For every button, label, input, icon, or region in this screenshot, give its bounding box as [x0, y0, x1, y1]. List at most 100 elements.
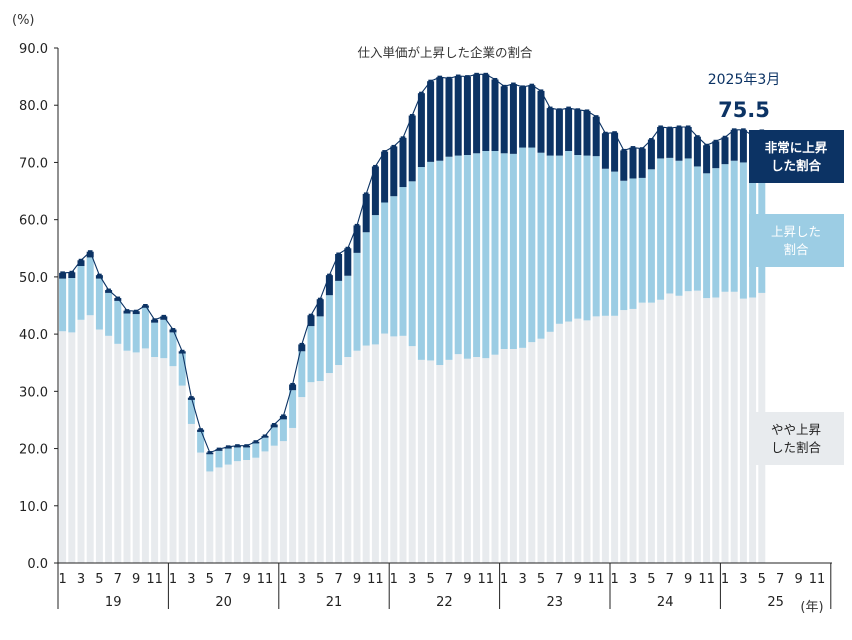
- bar-segment-mid: [95, 278, 103, 330]
- bar-segment-low: [132, 352, 140, 563]
- total-marker: [290, 382, 295, 386]
- bar-segment-mid: [528, 147, 536, 343]
- bar-segment-mid: [509, 153, 517, 349]
- bar-segment-low: [500, 348, 508, 563]
- bar-segment-high: [638, 148, 646, 178]
- bar-segment-low: [703, 298, 711, 563]
- bar-segment-mid: [307, 326, 315, 383]
- total-marker: [253, 440, 259, 444]
- x-tick-label: 7: [776, 572, 784, 587]
- bar-segment-low: [261, 451, 269, 563]
- bar-segment-mid: [473, 153, 481, 357]
- x-tick-label: 11: [588, 572, 605, 587]
- total-marker: [400, 136, 406, 140]
- bar-segment-high: [371, 166, 379, 216]
- bar-segment-mid: [316, 316, 324, 382]
- bar-segment-mid: [436, 160, 444, 366]
- bar-segment-high: [500, 86, 508, 154]
- bar-segment-low: [721, 291, 729, 563]
- total-marker: [446, 76, 452, 80]
- bar-segment-low: [298, 397, 306, 563]
- y-tick-label: 50.0: [19, 271, 48, 286]
- total-marker: [547, 106, 553, 110]
- bar-segment-mid: [390, 196, 398, 337]
- highlight-date: 2025年3月: [708, 72, 781, 88]
- bar-segment-high: [289, 384, 297, 391]
- bar-segment-low: [279, 441, 287, 563]
- bar-segment-high: [325, 275, 333, 296]
- total-marker: [685, 125, 691, 129]
- bar-segment-low: [335, 365, 343, 563]
- bar-segment-high: [675, 126, 683, 161]
- bar-segment-low: [77, 319, 85, 563]
- bar-segment-high: [739, 129, 747, 163]
- bar-segment-mid: [261, 437, 269, 452]
- total-marker: [501, 84, 507, 88]
- bar-segment-high: [546, 108, 554, 156]
- legend-label-mid: 上昇した割合: [771, 224, 821, 257]
- x-tick-label: 9: [242, 572, 250, 587]
- bar-segment-mid: [86, 257, 94, 316]
- x-year-label: 20: [215, 595, 232, 610]
- bar-segment-mid: [574, 155, 582, 319]
- bar-segment-mid: [335, 280, 343, 366]
- bar-segment-low: [187, 423, 195, 563]
- bar-segment-low: [583, 320, 591, 563]
- bar-segment-high: [565, 108, 573, 151]
- total-marker: [603, 131, 608, 135]
- bar-segment-low: [565, 321, 573, 563]
- x-year-label: 21: [326, 595, 343, 610]
- bar-segment-low: [206, 471, 214, 563]
- y-tick-label: 10.0: [19, 500, 48, 515]
- total-marker: [216, 447, 222, 451]
- total-marker: [713, 139, 719, 143]
- bar-segment-mid: [565, 151, 573, 322]
- bar-segment-low: [519, 347, 527, 563]
- bar-segment-low: [693, 290, 701, 563]
- bar-segment-mid: [592, 156, 600, 317]
- bar-segment-mid: [114, 300, 122, 344]
- bar-segment-low: [537, 338, 545, 563]
- bar-segment-low: [647, 302, 655, 563]
- bar-segment-mid: [427, 161, 435, 361]
- bar-segment-mid: [408, 181, 416, 347]
- total-marker: [437, 75, 443, 79]
- bar-segment-high: [316, 299, 324, 317]
- highlight-value: 75.5: [718, 98, 770, 122]
- total-marker: [336, 252, 341, 256]
- bar-segment-low: [86, 315, 94, 563]
- bar-segment-low: [362, 345, 370, 563]
- bar-segment-high: [362, 193, 370, 233]
- x-tick-label: 1: [169, 572, 177, 587]
- bar-segment-high: [519, 86, 527, 148]
- bar-segment-low: [114, 343, 122, 563]
- bar-segment-high: [445, 78, 453, 157]
- bar-segment-mid: [601, 168, 609, 316]
- bar-segment-low: [95, 329, 103, 563]
- total-marker: [391, 144, 397, 148]
- bar-segment-low: [675, 295, 683, 563]
- x-tick-label: 1: [390, 572, 398, 587]
- x-tick-label: 7: [114, 572, 122, 587]
- legend-box-mid: [749, 214, 844, 267]
- bar-segment-high: [344, 248, 352, 276]
- total-marker: [639, 147, 645, 151]
- bar-segment-low: [463, 358, 471, 563]
- bar-segment-mid: [445, 156, 453, 360]
- bar-segment-low: [197, 452, 205, 563]
- total-marker: [161, 314, 167, 318]
- bar-segment-high: [390, 146, 398, 197]
- bar-segment-low: [454, 354, 462, 563]
- x-tick-label: 11: [257, 572, 274, 587]
- total-marker: [354, 223, 360, 227]
- bar-segment-mid: [289, 390, 297, 428]
- bar-segment-mid: [638, 177, 646, 303]
- bar-segment-mid: [141, 307, 149, 349]
- total-marker: [529, 83, 535, 87]
- total-marker: [695, 135, 700, 139]
- bar-segment-low: [270, 445, 278, 563]
- x-year-label: 22: [436, 595, 453, 610]
- bar-segment-high: [353, 225, 361, 253]
- bar-segment-mid: [519, 147, 527, 348]
- bar-segment-low: [151, 357, 159, 563]
